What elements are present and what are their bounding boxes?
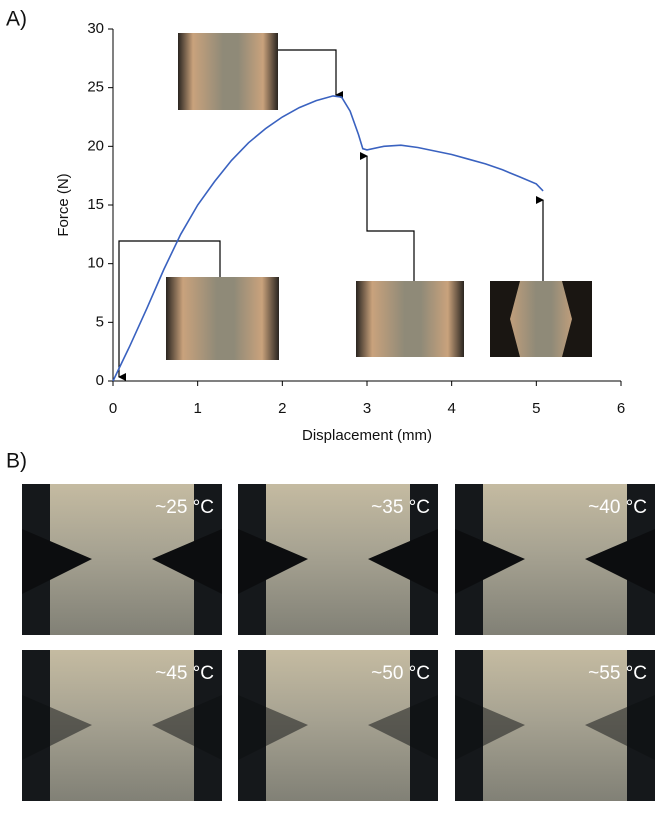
notch [238, 529, 438, 594]
notch [238, 695, 438, 760]
photo-label: ~55 °C [588, 663, 647, 684]
plot: 0 5 10 15 20 25 30 0 1 2 3 4 5 6 Displacement (mm) Forc… [55, 20, 625, 444]
y-axis-label: Force (N) [55, 173, 72, 236]
photo-label: ~35 °C [371, 497, 430, 518]
arrows [118, 49, 544, 381]
x-tick-label: 4 [447, 400, 455, 417]
y-tick-label: 5 [96, 313, 104, 330]
photo-label: ~45 °C [155, 663, 214, 684]
x-tick-label: 5 [532, 400, 540, 417]
photo-grid: ~25 °C ~35 °C ~40 °C ~45 °C ~50 °C ~55 °C [22, 484, 655, 801]
y-tick-label: 10 [87, 255, 104, 272]
x-axis-label: Displacement (mm) [302, 427, 432, 444]
y-tick-label: 30 [87, 20, 104, 37]
inset-photos [166, 33, 592, 360]
notch [455, 529, 655, 594]
y-tick-label: 20 [87, 137, 104, 154]
y-tick-label: 15 [87, 196, 104, 213]
x-tick-label: 2 [278, 400, 286, 417]
photo-label: ~25 °C [155, 497, 214, 518]
notch [455, 695, 655, 760]
photo-label: ~50 °C [371, 663, 430, 684]
x-tick-label: 0 [109, 400, 117, 417]
photo-label: ~40 °C [588, 497, 647, 518]
y-tick-label: 25 [87, 79, 104, 96]
x-tick-label: 3 [363, 400, 371, 417]
data-line [112, 95, 544, 382]
notch [22, 529, 222, 594]
panel-label: A) [6, 8, 27, 31]
x-tick-label: 6 [617, 400, 625, 417]
panel-label: B) [6, 450, 27, 473]
notch [22, 695, 222, 760]
x-tick-label: 1 [193, 400, 201, 417]
y-tick-label: 0 [96, 372, 104, 389]
